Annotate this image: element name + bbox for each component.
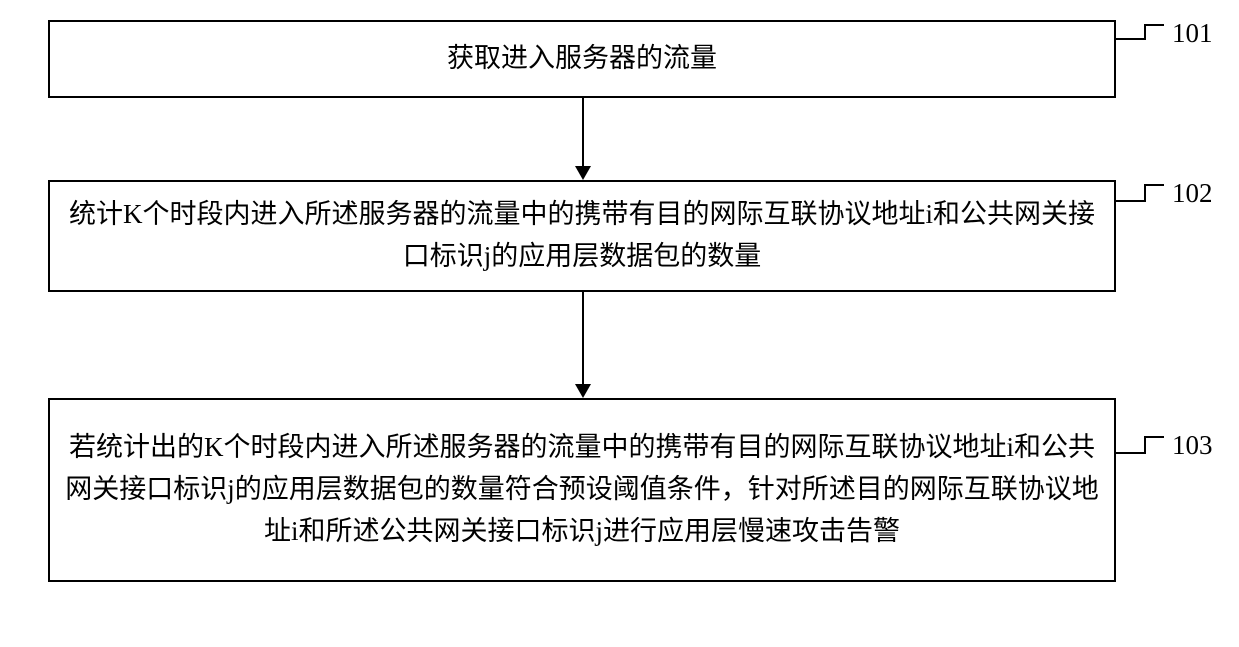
- flow-node-1-text: 获取进入服务器的流量: [64, 38, 1100, 80]
- flow-node-1: 获取进入服务器的流量: [48, 20, 1116, 98]
- lead-line: [1146, 24, 1164, 26]
- flow-node-3-text: 若统计出的K个时段内进入所述服务器的流量中的携带有目的网际互联协议地址i和公共网…: [64, 427, 1100, 553]
- flow-node-2: 统计K个时段内进入所述服务器的流量中的携带有目的网际互联协议地址i和公共网关接口…: [48, 180, 1116, 292]
- arrow-head-icon: [575, 166, 591, 180]
- flow-node-3: 若统计出的K个时段内进入所述服务器的流量中的携带有目的网际互联协议地址i和公共网…: [48, 398, 1116, 582]
- ref-label-103: 103: [1172, 430, 1213, 461]
- ref-label-102: 102: [1172, 178, 1213, 209]
- lead-line: [1116, 200, 1146, 202]
- ref-label-101: 101: [1172, 18, 1213, 49]
- arrow-1-2: [582, 98, 584, 166]
- arrow-2-3: [582, 292, 584, 384]
- flowchart-canvas: 获取进入服务器的流量 101 统计K个时段内进入所述服务器的流量中的携带有目的网…: [0, 0, 1239, 647]
- lead-line: [1116, 452, 1146, 454]
- lead-line: [1144, 184, 1146, 201]
- flow-node-2-text: 统计K个时段内进入所述服务器的流量中的携带有目的网际互联协议地址i和公共网关接口…: [64, 194, 1100, 278]
- lead-line: [1144, 436, 1146, 453]
- arrow-head-icon: [575, 384, 591, 398]
- lead-line: [1144, 24, 1146, 39]
- lead-line: [1146, 184, 1164, 186]
- lead-line: [1146, 436, 1164, 438]
- lead-line: [1116, 38, 1146, 40]
